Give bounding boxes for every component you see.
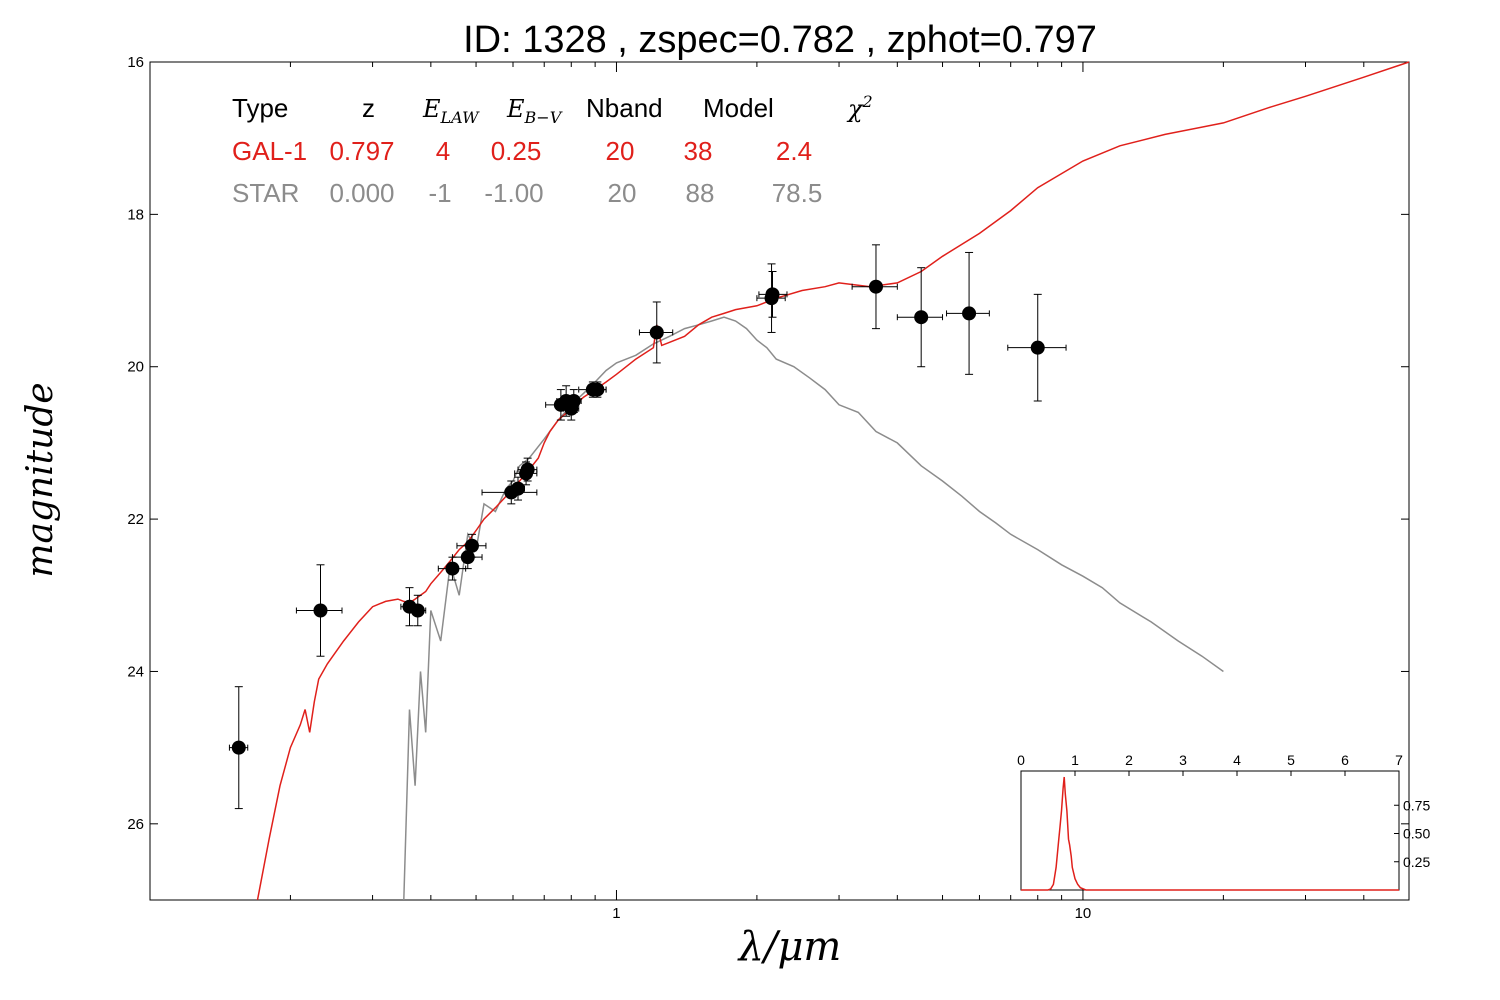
chart-title: ID: 1328 , zspec=0.782 , zphot=0.797	[463, 19, 1097, 61]
row-gal-type: GAL-1	[232, 136, 307, 166]
row-star-ebv: -1.00	[484, 178, 543, 208]
table-header-type: Type	[232, 93, 288, 123]
data-point	[460, 550, 475, 565]
data-point	[566, 394, 581, 409]
row-gal-chi2: 2.4	[776, 136, 812, 166]
data-point	[914, 310, 929, 325]
data-point	[649, 325, 664, 340]
row-gal-z: 0.797	[329, 136, 394, 166]
inset-x-tick-label: 4	[1233, 752, 1241, 768]
row-star-nband: 20	[608, 178, 637, 208]
data-point	[590, 382, 605, 397]
data-point	[868, 279, 883, 294]
row-star-chi2: 78.5	[772, 178, 823, 208]
inset-x-tick-label: 0	[1017, 752, 1025, 768]
inset-x-tick-label: 3	[1179, 752, 1187, 768]
inset-x-tick-label: 2	[1125, 752, 1133, 768]
inset-frame	[1020, 770, 1400, 891]
row-star-type: STAR	[232, 178, 299, 208]
inset-x-tick-label: 1	[1071, 752, 1079, 768]
inset-y-tick-label: 0.50	[1403, 826, 1430, 842]
table-header-z: z	[362, 93, 375, 123]
row-star-model: 88	[686, 178, 715, 208]
table-header-chi2: χ2	[846, 92, 873, 123]
y-tick-label: 20	[127, 359, 144, 376]
data-point	[510, 481, 525, 496]
data-point	[962, 306, 977, 321]
inset-y-tick-label: 0.75	[1403, 797, 1430, 813]
x-tick-label: 1	[612, 905, 620, 922]
x-axis: 1 10	[149, 62, 1410, 922]
y-tick-label: 18	[127, 206, 144, 223]
photometry-points	[228, 244, 1067, 810]
data-point	[231, 740, 246, 755]
row-star-elaw: -1	[428, 178, 451, 208]
table-header-ebv: EB−V	[506, 95, 563, 127]
inset-x-tick-label: 6	[1341, 752, 1349, 768]
data-point	[410, 603, 425, 618]
row-gal-nband: 20	[606, 136, 635, 166]
data-point	[445, 561, 460, 576]
row-gal-model: 38	[684, 136, 713, 166]
y-tick-label: 22	[127, 511, 144, 528]
y-axis-label: magnitude	[20, 382, 61, 577]
x-axis-label: λ/μm	[737, 924, 842, 970]
row-gal-ebv: 0.25	[491, 136, 542, 166]
inset-x-tick-label: 5	[1287, 752, 1295, 768]
data-point	[313, 603, 328, 618]
data-point	[1030, 340, 1045, 355]
x-tick-label: 10	[1075, 905, 1092, 922]
fit-table: Type z ELAW EB−V Nband Model χ2 GAL-1 0.…	[232, 92, 873, 208]
y-tick-label: 24	[127, 663, 144, 680]
pdz-inset: 0 1 2 3 4 5 6 7 0.25 0.50 0.75	[1017, 752, 1430, 891]
row-star-z: 0.000	[329, 178, 394, 208]
table-header-nband: Nband	[586, 93, 663, 123]
data-point	[464, 538, 479, 553]
table-header-elaw: ELAW	[422, 95, 480, 127]
data-point	[765, 287, 780, 302]
y-tick-label: 26	[127, 816, 144, 833]
plot-frame	[149, 61, 1410, 901]
inset-x-tick-label: 7	[1395, 752, 1403, 768]
row-gal-elaw: 4	[436, 136, 450, 166]
data-point	[520, 462, 535, 477]
pdz-line	[1021, 776, 1399, 891]
inset-y-tick-label: 0.25	[1403, 854, 1430, 870]
y-tick-label: 16	[127, 54, 144, 71]
table-header-model: Model	[703, 93, 774, 123]
